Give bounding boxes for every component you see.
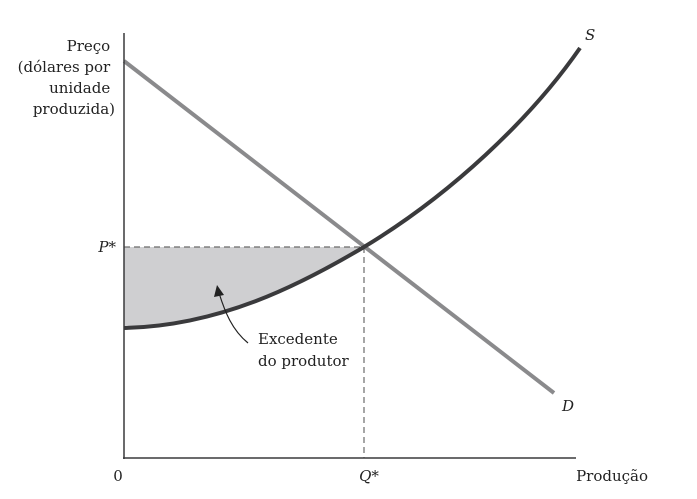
y-axis-label: Preço (dólares por unidade produzida) <box>18 37 115 118</box>
demand-label: D <box>561 397 574 415</box>
annotation-arrow <box>218 292 249 344</box>
origin-label: 0 <box>113 467 123 485</box>
producer-surplus-annotation: Excedente do produtor <box>258 330 350 370</box>
producer-surplus-area <box>124 247 364 328</box>
price-label: P* <box>97 238 116 256</box>
demand-curve <box>122 59 556 395</box>
x-axis-label: Produção <box>576 467 648 485</box>
arrowhead <box>214 285 224 297</box>
supply-label: S <box>585 26 595 44</box>
quantity-label: Q* <box>359 467 379 485</box>
supply-curve <box>123 46 582 330</box>
